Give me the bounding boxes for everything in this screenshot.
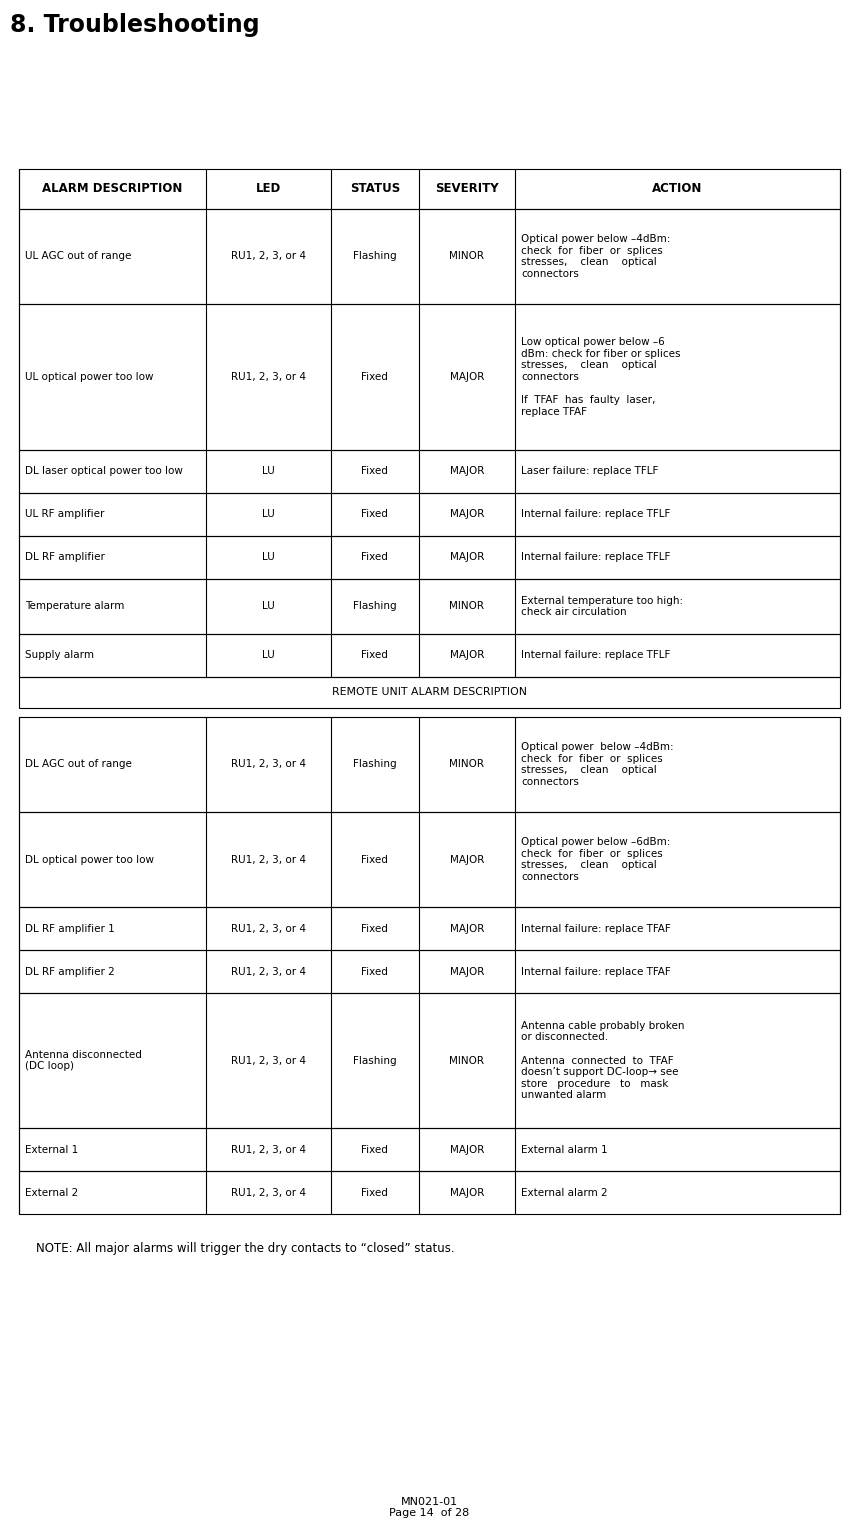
Text: RU1, 2, 3, or 4: RU1, 2, 3, or 4 — [231, 760, 306, 769]
Text: RU1, 2, 3, or 4: RU1, 2, 3, or 4 — [231, 371, 306, 382]
Text: Fixed: Fixed — [362, 510, 388, 519]
Text: Supply alarm: Supply alarm — [25, 651, 94, 660]
Bar — [19, 450, 840, 493]
Text: MAJOR: MAJOR — [449, 651, 484, 660]
Text: SEVERITY: SEVERITY — [435, 183, 499, 195]
Text: LU: LU — [262, 553, 275, 562]
Text: Flashing: Flashing — [353, 252, 397, 261]
Text: STATUS: STATUS — [350, 183, 400, 195]
Text: MAJOR: MAJOR — [449, 467, 484, 476]
Text: MINOR: MINOR — [449, 1056, 484, 1065]
Text: External 1: External 1 — [25, 1145, 78, 1154]
Text: Internal failure: replace TFLF: Internal failure: replace TFLF — [521, 553, 670, 562]
Bar — [19, 209, 840, 304]
Text: RU1, 2, 3, or 4: RU1, 2, 3, or 4 — [231, 967, 306, 976]
Text: RU1, 2, 3, or 4: RU1, 2, 3, or 4 — [231, 1188, 306, 1197]
Bar — [19, 579, 840, 634]
Text: Fixed: Fixed — [362, 467, 388, 476]
Text: MINOR: MINOR — [449, 760, 484, 769]
Text: Fixed: Fixed — [362, 553, 388, 562]
Text: MAJOR: MAJOR — [449, 967, 484, 976]
Text: External alarm 2: External alarm 2 — [521, 1188, 607, 1197]
Text: DL RF amplifier 1: DL RF amplifier 1 — [25, 924, 114, 933]
Text: 8. Troubleshooting: 8. Troubleshooting — [10, 14, 260, 37]
Text: UL AGC out of range: UL AGC out of range — [25, 252, 131, 261]
Text: Internal failure: replace TFAF: Internal failure: replace TFAF — [521, 967, 671, 976]
Bar — [19, 1128, 840, 1171]
Bar — [19, 1171, 840, 1214]
Text: MAJOR: MAJOR — [449, 371, 484, 382]
Bar — [19, 677, 840, 708]
Text: External temperature too high:
check air circulation: External temperature too high: check air… — [521, 596, 683, 617]
Text: LED: LED — [256, 183, 281, 195]
Text: MAJOR: MAJOR — [449, 510, 484, 519]
Text: ACTION: ACTION — [652, 183, 703, 195]
Text: External alarm 1: External alarm 1 — [521, 1145, 607, 1154]
Bar — [19, 169, 840, 209]
Text: MAJOR: MAJOR — [449, 855, 484, 864]
Bar — [19, 907, 840, 950]
Text: RU1, 2, 3, or 4: RU1, 2, 3, or 4 — [231, 252, 306, 261]
Text: Flashing: Flashing — [353, 602, 397, 611]
Text: RU1, 2, 3, or 4: RU1, 2, 3, or 4 — [231, 855, 306, 864]
Text: UL RF amplifier: UL RF amplifier — [25, 510, 104, 519]
Text: Fixed: Fixed — [362, 967, 388, 976]
Text: RU1, 2, 3, or 4: RU1, 2, 3, or 4 — [231, 924, 306, 933]
Text: NOTE: All major alarms will trigger the dry contacts to “closed” status.: NOTE: All major alarms will trigger the … — [36, 1242, 454, 1254]
Text: ALARM DESCRIPTION: ALARM DESCRIPTION — [42, 183, 183, 195]
Text: Laser failure: replace TFLF: Laser failure: replace TFLF — [521, 467, 658, 476]
Text: Optical power below –4dBm:
check  for  fiber  or  splices
stresses,    clean    : Optical power below –4dBm: check for fib… — [521, 233, 670, 279]
Text: Optical power below –6dBm:
check  for  fiber  or  splices
stresses,    clean    : Optical power below –6dBm: check for fib… — [521, 837, 670, 883]
Bar — [19, 950, 840, 993]
Text: RU1, 2, 3, or 4: RU1, 2, 3, or 4 — [231, 1145, 306, 1154]
Text: DL RF amplifier 2: DL RF amplifier 2 — [25, 967, 114, 976]
Text: LU: LU — [262, 510, 275, 519]
Text: MN021-01
Page 14  of 28: MN021-01 Page 14 of 28 — [389, 1497, 470, 1518]
Bar — [19, 812, 840, 907]
Text: LU: LU — [262, 467, 275, 476]
Text: MAJOR: MAJOR — [449, 553, 484, 562]
Text: Temperature alarm: Temperature alarm — [25, 602, 125, 611]
Bar — [19, 717, 840, 812]
Text: Flashing: Flashing — [353, 1056, 397, 1065]
Text: LU: LU — [262, 651, 275, 660]
Text: UL optical power too low: UL optical power too low — [25, 371, 154, 382]
Text: Internal failure: replace TFLF: Internal failure: replace TFLF — [521, 651, 670, 660]
Text: Fixed: Fixed — [362, 924, 388, 933]
Text: Low optical power below –6
dBm: check for fiber or splices
stresses,    clean   : Low optical power below –6 dBm: check fo… — [521, 338, 680, 416]
Text: Antenna cable probably broken
or disconnected.

Antenna  connected  to  TFAF
doe: Antenna cable probably broken or disconn… — [521, 1021, 685, 1101]
Text: MAJOR: MAJOR — [449, 1145, 484, 1154]
Bar — [19, 304, 840, 450]
Text: DL AGC out of range: DL AGC out of range — [25, 760, 131, 769]
Bar — [19, 493, 840, 536]
Text: Flashing: Flashing — [353, 760, 397, 769]
Text: External 2: External 2 — [25, 1188, 78, 1197]
Text: MAJOR: MAJOR — [449, 924, 484, 933]
Text: REMOTE UNIT ALARM DESCRIPTION: REMOTE UNIT ALARM DESCRIPTION — [332, 688, 527, 697]
Text: MINOR: MINOR — [449, 602, 484, 611]
Text: DL RF amplifier: DL RF amplifier — [25, 553, 105, 562]
Bar — [19, 634, 840, 677]
Text: Fixed: Fixed — [362, 855, 388, 864]
Text: Fixed: Fixed — [362, 1145, 388, 1154]
Text: DL optical power too low: DL optical power too low — [25, 855, 154, 864]
Text: Antenna disconnected
(DC loop): Antenna disconnected (DC loop) — [25, 1050, 142, 1071]
Text: Fixed: Fixed — [362, 371, 388, 382]
Bar — [19, 993, 840, 1128]
Text: RU1, 2, 3, or 4: RU1, 2, 3, or 4 — [231, 1056, 306, 1065]
Bar — [19, 536, 840, 579]
Text: MAJOR: MAJOR — [449, 1188, 484, 1197]
Text: Fixed: Fixed — [362, 651, 388, 660]
Text: Internal failure: replace TFAF: Internal failure: replace TFAF — [521, 924, 671, 933]
Text: Optical power  below –4dBm:
check  for  fiber  or  splices
stresses,    clean   : Optical power below –4dBm: check for fib… — [521, 741, 673, 787]
Text: MINOR: MINOR — [449, 252, 484, 261]
Text: Internal failure: replace TFLF: Internal failure: replace TFLF — [521, 510, 670, 519]
Text: LU: LU — [262, 602, 275, 611]
Text: DL laser optical power too low: DL laser optical power too low — [25, 467, 183, 476]
Text: Fixed: Fixed — [362, 1188, 388, 1197]
